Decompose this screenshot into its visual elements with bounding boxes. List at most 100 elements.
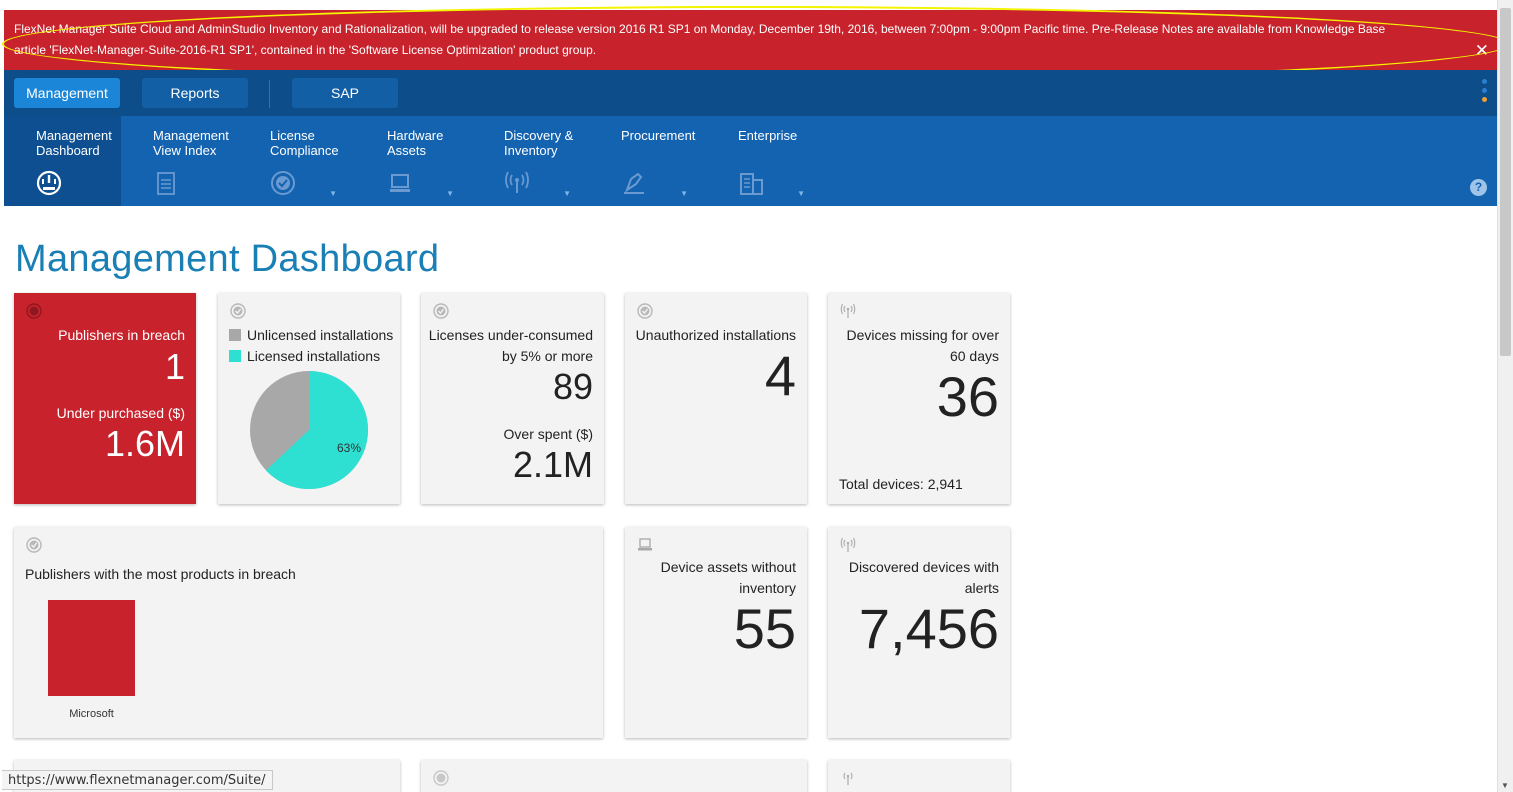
installations-card[interactable]: Unlicensed installations Licensed instal… bbox=[218, 293, 400, 504]
installations-pie-chart: 63% bbox=[250, 371, 368, 489]
nav-label-line-1: Management bbox=[36, 128, 112, 143]
nav-label-line-2: Compliance bbox=[270, 143, 339, 158]
no-inventory-label-line-1: Device assets without bbox=[660, 559, 796, 575]
chevron-down-icon[interactable]: ▼ bbox=[563, 189, 571, 198]
check-circle-icon bbox=[26, 537, 42, 553]
broadcast-icon bbox=[843, 772, 853, 785]
building-icon bbox=[740, 173, 763, 195]
legend-unlicensed: Unlicensed installations bbox=[229, 325, 393, 346]
scroll-down-arrow-icon[interactable]: ▼ bbox=[1501, 781, 1509, 790]
check-circle-icon bbox=[433, 303, 449, 319]
alerts-label-line-1: Discovered devices with bbox=[848, 559, 999, 575]
publishers-in-breach-label: Publishers in breach bbox=[58, 327, 185, 343]
banner-text-line-1: FlexNet Manager Suite Cloud and AdminStu… bbox=[14, 22, 1386, 36]
unauthorized-installations-label: Unauthorized installations bbox=[635, 327, 796, 343]
nav-label-line-2: Inventory bbox=[504, 143, 558, 158]
legend-label: Licensed installations bbox=[247, 348, 381, 364]
no-inventory-label-line-2: inventory bbox=[739, 580, 796, 596]
chevron-down-icon[interactable]: ▼ bbox=[680, 189, 688, 198]
check-circle-icon bbox=[26, 303, 42, 319]
publishers-in-breach-card[interactable]: Publishers in breach 1 Under purchased (… bbox=[14, 293, 196, 504]
under-consumed-label-line-2: by 5% or more bbox=[501, 348, 593, 364]
banner-text-line-2: article 'FlexNet-Manager-Suite-2016-R1 S… bbox=[14, 43, 597, 57]
devices-missing-label-line-1: Devices missing for over bbox=[846, 327, 1000, 343]
chevron-down-icon[interactable]: ▼ bbox=[329, 189, 337, 198]
tab-sap[interactable]: SAP bbox=[292, 78, 398, 108]
nav-label-line-1: Hardware bbox=[387, 128, 444, 143]
legend-label: Unlicensed installations bbox=[247, 327, 394, 343]
nav-label-line-1: Enterprise bbox=[738, 128, 798, 143]
announcement-banner: FlexNet Manager Suite Cloud and AdminStu… bbox=[4, 10, 1497, 70]
nav-license-compliance[interactable]: License Compliance ▼ bbox=[238, 116, 355, 206]
device-assets-without-inventory-card[interactable]: Device assets without inventory 55 bbox=[625, 527, 807, 738]
licenses-under-consumed-card[interactable]: Licenses under-consumed by 5% or more 89… bbox=[421, 293, 604, 504]
bar-label-microsoft: Microsoft bbox=[69, 708, 114, 720]
top-tab-bar: Management Reports SAP bbox=[4, 70, 1497, 116]
over-spent-value: 2.1M bbox=[512, 444, 593, 485]
devices-with-alerts-card[interactable]: Discovered devices with alerts 7,456 bbox=[828, 527, 1010, 738]
nav-management-dashboard[interactable]: Management Dashboard bbox=[4, 116, 121, 206]
scrollbar-thumb[interactable] bbox=[1500, 8, 1511, 356]
under-purchased-label: Under purchased ($) bbox=[56, 405, 185, 421]
tab-management[interactable]: Management bbox=[14, 78, 120, 108]
laptop-icon bbox=[638, 538, 652, 551]
close-icon[interactable]: ✕ bbox=[1474, 41, 1489, 60]
nav-discovery-inventory[interactable]: Discovery & Inventory ▼ bbox=[472, 116, 589, 206]
partial-card[interactable] bbox=[828, 760, 1010, 792]
unauthorized-installations-value: 4 bbox=[764, 344, 796, 407]
publishers-breach-title: Publishers with the most products in bre… bbox=[25, 566, 296, 582]
devices-missing-label-line-2: 60 days bbox=[949, 348, 999, 364]
publishers-breach-chart-card[interactable]: Publishers with the most products in bre… bbox=[14, 527, 603, 738]
devices-missing-card[interactable]: Devices missing for over 60 days 36 Tota… bbox=[828, 293, 1010, 504]
tab-reports[interactable]: Reports bbox=[142, 78, 248, 108]
nav-management-view-index[interactable]: Management View Index bbox=[121, 116, 238, 206]
laptop-icon bbox=[390, 174, 410, 192]
alerts-value: 7,456 bbox=[858, 597, 999, 660]
check-circle-icon bbox=[271, 171, 295, 195]
nav-label-line-1: Procurement bbox=[621, 128, 696, 143]
nav-procurement[interactable]: Procurement ▼ bbox=[589, 116, 706, 206]
module-nav: Management Dashboard Management View Ind… bbox=[4, 116, 1497, 206]
document-icon bbox=[157, 172, 175, 195]
legend-swatch bbox=[229, 350, 241, 362]
publishers-breach-bar-chart: Microsoft bbox=[48, 600, 135, 720]
nav-enterprise[interactable]: Enterprise ▼ bbox=[706, 116, 823, 206]
pen-icon bbox=[624, 172, 644, 194]
chevron-down-icon[interactable]: ▼ bbox=[797, 189, 805, 198]
check-circle-icon bbox=[230, 303, 246, 319]
page-scrollbar[interactable]: ▼ bbox=[1497, 0, 1513, 792]
gauge-icon bbox=[36, 170, 62, 196]
under-purchased-value: 1.6M bbox=[104, 423, 185, 464]
over-spent-label: Over spent ($) bbox=[503, 426, 593, 442]
nav-label-line-1: Discovery & bbox=[504, 128, 574, 143]
chevron-down-icon[interactable]: ▼ bbox=[446, 189, 454, 198]
more-options-icon[interactable] bbox=[1479, 76, 1489, 112]
unauthorized-installations-card[interactable]: Unauthorized installations 4 bbox=[625, 293, 807, 504]
devices-missing-value: 36 bbox=[936, 365, 999, 428]
pie-slice-licensed[interactable] bbox=[265, 371, 368, 489]
pie-percent-label: 63% bbox=[337, 441, 361, 455]
under-consumed-label-line-1: Licenses under-consumed bbox=[428, 327, 593, 343]
check-circle-icon bbox=[433, 770, 449, 786]
total-devices-footer: Total devices: 2,941 bbox=[839, 476, 963, 492]
nav-label-line-2: Assets bbox=[387, 143, 427, 158]
legend-licensed: Licensed installations bbox=[229, 346, 380, 367]
broadcast-icon bbox=[505, 171, 529, 193]
help-icon[interactable]: ? bbox=[1470, 179, 1487, 196]
no-inventory-value: 55 bbox=[733, 597, 796, 660]
alerts-label-line-2: alerts bbox=[964, 580, 999, 596]
partial-card[interactable] bbox=[421, 760, 807, 792]
bar-microsoft[interactable] bbox=[48, 600, 135, 696]
nav-hardware-assets[interactable]: Hardware Assets ▼ bbox=[355, 116, 472, 206]
nav-label-line-1: License bbox=[270, 128, 315, 143]
check-circle-icon bbox=[637, 303, 653, 319]
nav-label-line-2: Dashboard bbox=[36, 143, 100, 158]
legend-swatch bbox=[229, 329, 241, 341]
page-title: Management Dashboard bbox=[15, 238, 440, 280]
tab-divider bbox=[269, 80, 270, 108]
broadcast-icon bbox=[840, 303, 856, 318]
under-consumed-value: 89 bbox=[552, 366, 593, 407]
broadcast-icon bbox=[840, 537, 856, 552]
nav-label-line-1: Management bbox=[153, 128, 229, 143]
